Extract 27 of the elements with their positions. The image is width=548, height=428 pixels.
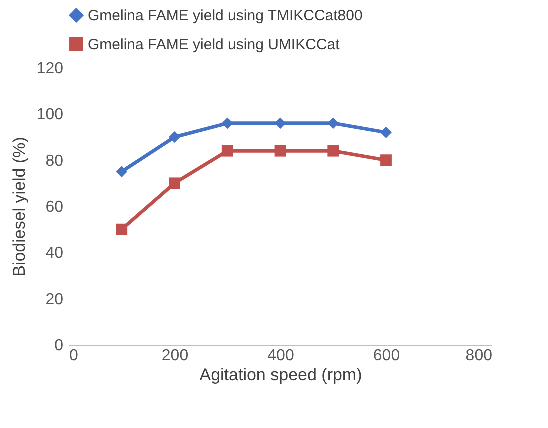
y-tick-label: 100 xyxy=(36,106,64,124)
y-tick-label: 20 xyxy=(46,291,64,308)
point xyxy=(222,145,234,157)
x-tick-label: 400 xyxy=(268,348,294,364)
legend-label: Gmelina FAME yield using TMIKCCat800 xyxy=(88,8,363,24)
point xyxy=(169,132,180,143)
y-tick-label: 120 xyxy=(36,60,64,78)
y-tick-label: 60 xyxy=(46,199,64,216)
point xyxy=(274,118,286,130)
point xyxy=(169,178,180,190)
point xyxy=(116,166,128,178)
y-tick-label: 80 xyxy=(46,152,64,170)
x-tick-label: 600 xyxy=(373,348,400,364)
y-axis-title: Biodiesel yield (%) xyxy=(10,137,29,277)
x-tick-label: 200 xyxy=(162,348,189,364)
legend-label: Gmelina FAME yield using UMIKCCat xyxy=(88,36,341,54)
point xyxy=(274,145,286,157)
x-tick-label: 0 xyxy=(70,348,78,364)
y-tick-label: 40 xyxy=(46,245,64,262)
point xyxy=(328,118,340,130)
x-tick-label: 800 xyxy=(466,348,493,364)
x-axis-title: Agitation speed (rpm) xyxy=(200,366,362,384)
point xyxy=(380,126,392,138)
point xyxy=(116,224,128,236)
point xyxy=(222,118,234,130)
point xyxy=(380,154,392,166)
point xyxy=(328,145,340,157)
